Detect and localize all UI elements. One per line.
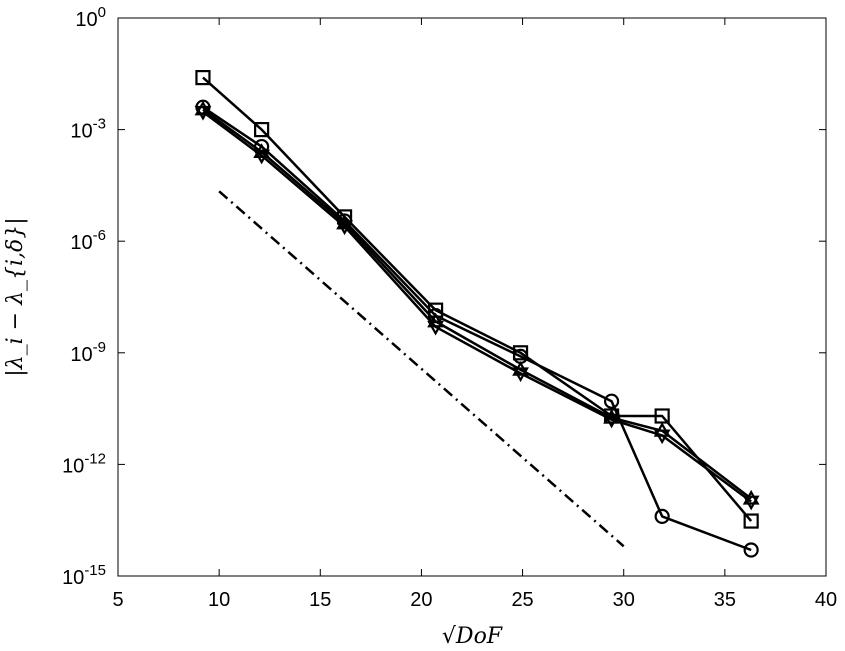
- data-point: [512, 367, 529, 383]
- x-tick-label: 20: [410, 589, 432, 611]
- x-tick-label: 10: [208, 589, 230, 611]
- y-tick-label: 100: [75, 4, 106, 31]
- x-tick-label: 25: [511, 589, 533, 611]
- y-tick-label: 10-9: [70, 339, 106, 366]
- data-point: [254, 121, 270, 138]
- data-point: [253, 149, 271, 165]
- data-point: [654, 508, 670, 525]
- data-point: [742, 495, 760, 511]
- series-line: [202, 106, 752, 552]
- y-tick-labels: 10-15 10-12 10-9 10-6 10-3 100: [62, 4, 106, 589]
- data-point: [195, 69, 211, 86]
- plot-frame: [117, 17, 827, 577]
- series-line: [202, 76, 753, 522]
- x-tick-label: 5: [112, 589, 123, 611]
- x-tick-label: 15: [309, 589, 331, 611]
- x-tick-label: 35: [714, 589, 736, 611]
- y-tick-label: 10-15: [62, 562, 106, 589]
- data-point: [194, 100, 212, 116]
- x-axis-label: √DoF: [442, 624, 503, 649]
- series-triangle-down: [194, 105, 760, 511]
- data-series: [194, 69, 760, 558]
- series-line: [202, 108, 752, 500]
- data-point: [653, 429, 671, 445]
- y-tick-label: 10-12: [62, 450, 106, 477]
- y-axis-label: |λ_i − λ_{i,δ}|: [3, 217, 28, 376]
- data-point: [194, 105, 212, 121]
- series-line: [202, 110, 752, 503]
- reference-slope-line: [218, 190, 625, 548]
- x-tick-label: 40: [815, 589, 837, 611]
- reference-line: [218, 190, 625, 548]
- x-tick-labels: 5 10 15 20 25 30 35 40: [112, 589, 837, 611]
- y-tick-label: 10-3: [70, 116, 106, 143]
- data-point: [603, 413, 620, 429]
- data-point: [743, 542, 759, 558]
- data-point: [743, 513, 759, 529]
- x-tick-label: 30: [613, 589, 635, 611]
- y-tick-label: 10-6: [70, 227, 106, 254]
- data-point: [603, 393, 620, 409]
- axis-ticks: [117, 17, 827, 577]
- data-point: [336, 220, 353, 236]
- data-point: [427, 320, 444, 336]
